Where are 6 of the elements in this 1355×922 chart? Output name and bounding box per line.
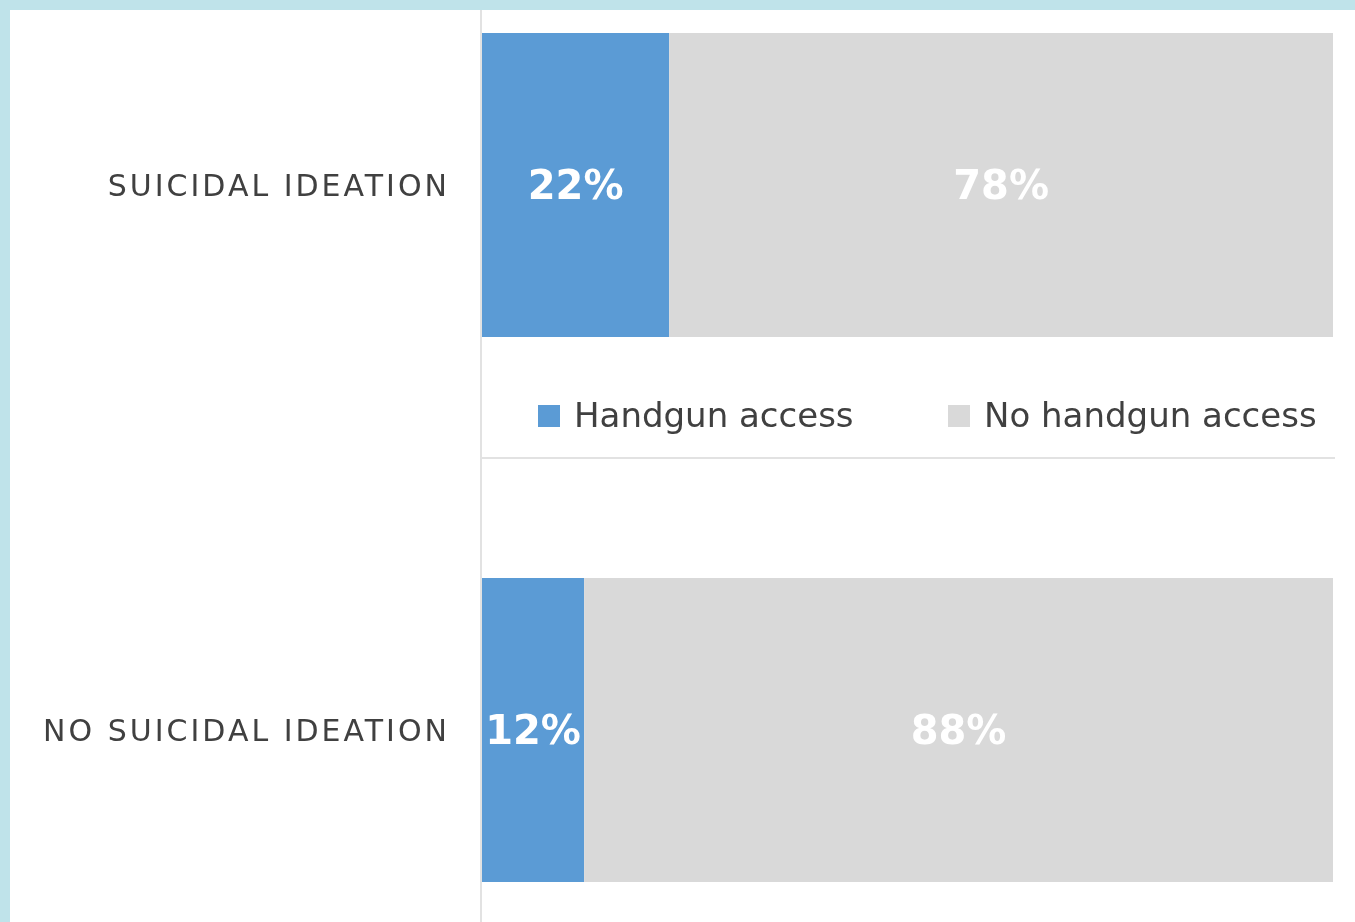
legend-label: No handgun access [984,394,1317,435]
data-label: 22% [527,162,624,208]
legend-label: Handgun access [574,394,854,435]
y-tick-label: SUICIDAL IDEATION [107,167,450,203]
data-label: 12% [485,707,581,753]
y-tick-label: NO SUICIDAL IDEATION [43,712,450,748]
